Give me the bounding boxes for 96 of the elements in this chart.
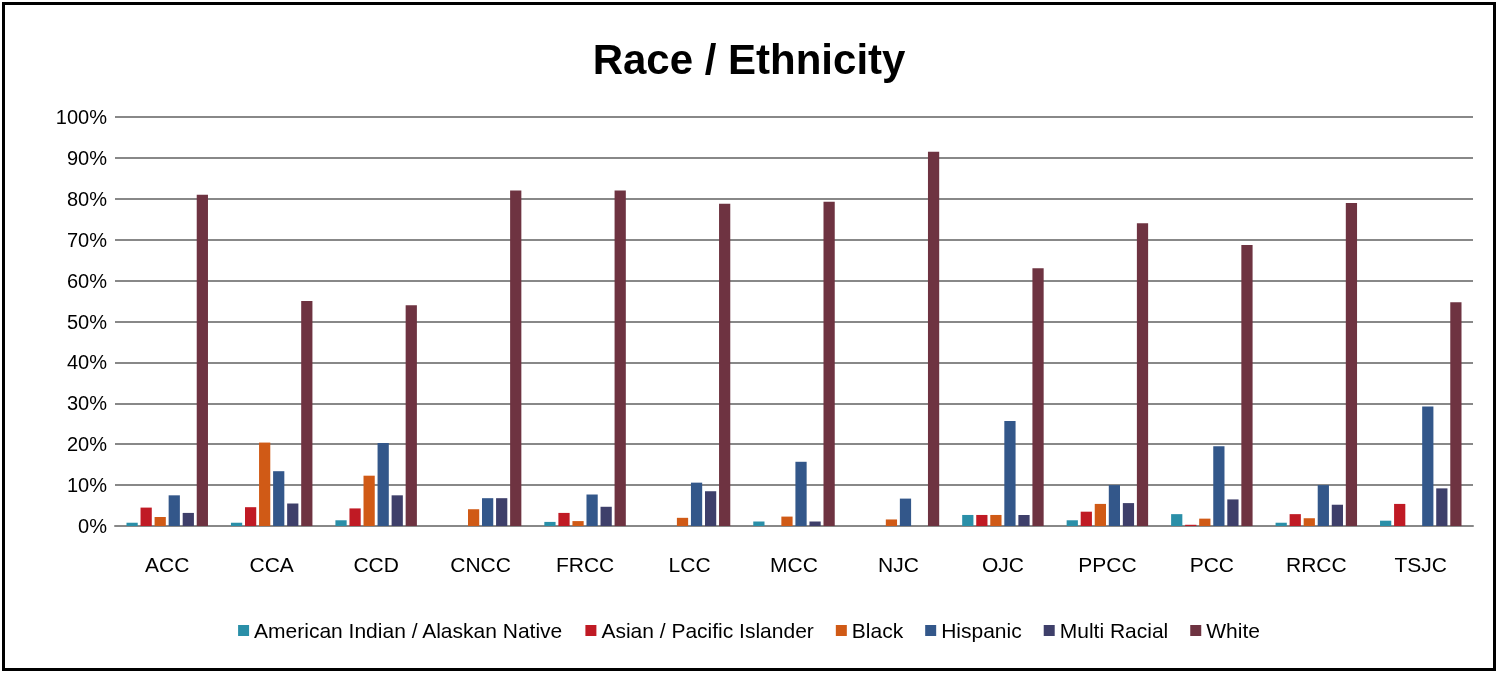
bar [544, 521, 556, 526]
x-tick-label: LCC [668, 553, 711, 576]
x-tick-label: PPCC [1078, 553, 1137, 576]
bar [245, 507, 257, 526]
x-tick-label: TSJC [1394, 553, 1448, 576]
bar [885, 519, 898, 526]
bar [558, 512, 570, 526]
bar [467, 509, 480, 526]
bar [1422, 406, 1434, 526]
bar [182, 512, 194, 526]
bar [1136, 223, 1149, 526]
y-tick-label: 50% [66, 310, 108, 333]
bar [1380, 520, 1392, 526]
bar [1436, 488, 1448, 526]
bar [899, 498, 912, 526]
y-tick-label: 10% [66, 474, 108, 497]
x-tick-label: PCC [1189, 553, 1235, 576]
bar [196, 194, 208, 526]
bar [1018, 514, 1030, 526]
legend-label: Multi Racial [1059, 619, 1169, 642]
bar [287, 503, 299, 526]
bar [690, 482, 703, 526]
bar [614, 190, 626, 526]
bar [572, 521, 584, 526]
bar [1066, 520, 1078, 526]
chart-title: Race / Ethnicity [592, 35, 907, 83]
bar [809, 521, 821, 526]
bar [927, 151, 940, 526]
bar [600, 506, 612, 526]
x-tick-label: RRCC [1285, 553, 1347, 576]
bar [391, 495, 403, 526]
x-tick-label: OJC [981, 553, 1024, 576]
bar [349, 508, 361, 526]
bar [719, 203, 731, 526]
bar [1331, 504, 1343, 526]
x-tick-label: CCA [249, 553, 294, 576]
bar [301, 301, 313, 526]
bar [273, 471, 285, 526]
bar [1289, 514, 1301, 526]
bar [676, 517, 689, 526]
bar [335, 520, 347, 526]
bar [1199, 518, 1211, 526]
bar [1303, 518, 1315, 526]
x-tick-label: CNCC [450, 553, 511, 576]
bar [154, 517, 166, 526]
legend-label: Asian / Pacific Islander [601, 619, 814, 642]
bar [1122, 503, 1135, 526]
bar [1450, 302, 1462, 526]
legend-label: American Indian / Alaskan Native [254, 619, 563, 642]
y-tick-label: 100% [55, 106, 108, 128]
y-tick-label: 70% [66, 228, 108, 251]
bar [510, 190, 522, 526]
bar [976, 514, 988, 526]
bar [1345, 202, 1358, 526]
x-tick-label: MCC [770, 553, 818, 576]
bar [405, 305, 417, 526]
y-tick-label: 60% [66, 269, 108, 292]
bar [1080, 511, 1092, 526]
bar [1317, 485, 1329, 526]
bar [1032, 268, 1044, 526]
bar [259, 442, 271, 526]
bar [823, 201, 835, 526]
bar [377, 442, 389, 526]
bar [363, 475, 375, 526]
y-tick-label: 20% [66, 433, 108, 456]
bar [1241, 245, 1253, 526]
bar [1004, 420, 1016, 526]
bar [795, 461, 807, 526]
bar [1213, 446, 1225, 526]
bar [126, 522, 138, 526]
bar [1171, 514, 1183, 526]
bar [140, 507, 152, 526]
bar [990, 514, 1002, 526]
bar [496, 498, 508, 526]
y-tick-label: 0% [78, 515, 108, 537]
x-tick-label: ACC [145, 553, 190, 576]
bar [1108, 485, 1121, 526]
bar [1227, 499, 1239, 526]
bar [962, 514, 974, 526]
bar [1394, 503, 1406, 526]
y-tick-label: 40% [66, 351, 108, 374]
x-tick-label: NJC [878, 553, 919, 576]
bar [482, 498, 494, 526]
bar [586, 494, 598, 526]
bar [704, 491, 717, 526]
y-tick-label: 90% [66, 146, 108, 169]
legend-label: Black [851, 619, 904, 642]
bar [1094, 503, 1106, 526]
legend-label: White [1206, 619, 1260, 642]
y-tick-label: 80% [66, 187, 108, 210]
y-tick-label: 30% [66, 392, 108, 415]
legend-label: Hispanic [941, 619, 1022, 642]
bar [168, 495, 180, 526]
x-tick-label: FRCC [555, 553, 615, 576]
bar [781, 516, 793, 526]
x-tick-label: CCD [353, 553, 399, 576]
